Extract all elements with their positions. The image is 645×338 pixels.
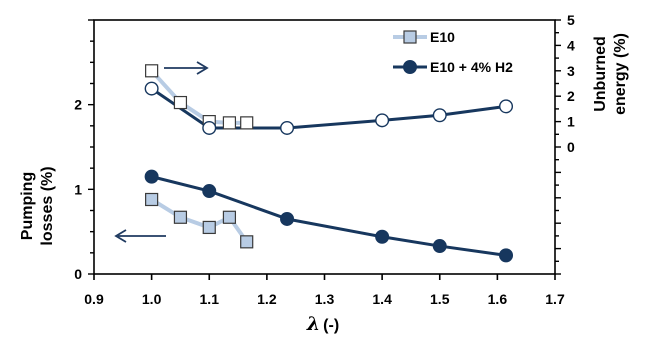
data-point-circle xyxy=(280,120,295,135)
data-point-circle xyxy=(144,81,159,96)
x-tick-label: 1.6 xyxy=(488,291,508,307)
x-axis-title-symbol: λ xyxy=(306,313,320,335)
y-right-tick-label: 0 xyxy=(567,139,575,155)
arrow-right-icon-head xyxy=(196,61,209,75)
x-axis-title: λ (-) xyxy=(306,313,339,335)
data-point-circle xyxy=(432,239,447,254)
data-point-circle xyxy=(499,248,514,263)
x-tick-label: 1.1 xyxy=(200,291,220,307)
x-tick-label: 1.0 xyxy=(142,291,162,307)
legend-marker-e10-h2 xyxy=(403,60,418,75)
data-point-square xyxy=(145,64,159,78)
data-point-circle xyxy=(375,229,390,244)
legend-marker-e10 xyxy=(403,30,417,44)
legend-label-e10-h2: E10 + 4% H2 xyxy=(430,59,513,75)
y-right-axis-title-line: energy (%) xyxy=(612,33,629,115)
y-right-tick-label: 5 xyxy=(567,12,575,28)
data-point-circle xyxy=(202,184,217,199)
x-tick-label: 1.7 xyxy=(545,291,565,307)
data-point-square xyxy=(173,210,188,224)
data-point-circle xyxy=(375,113,390,128)
data-point-circle xyxy=(280,211,295,226)
data-point-square xyxy=(222,116,237,130)
y-left-tick-label: 1 xyxy=(74,181,82,197)
x-axis-title-unit: (-) xyxy=(323,317,339,334)
y-left-axis-title: Pumping losses (%) xyxy=(19,166,56,245)
data-point-circle xyxy=(202,120,217,135)
series-line-pumping-losses-e10-h2 xyxy=(151,175,507,257)
data-point-square xyxy=(202,220,216,235)
y-right-axis-title: Unburned energy (%) xyxy=(592,33,629,115)
data-point-square xyxy=(240,235,254,249)
data-point-square xyxy=(173,95,188,110)
series-line-unburned-energy-e10-h2 xyxy=(150,87,507,130)
x-tick-label: 0.9 xyxy=(84,291,104,307)
x-tick-label: 1.4 xyxy=(372,291,392,307)
legend-label-e10: E10 xyxy=(430,29,455,45)
x-tick-label: 1.2 xyxy=(257,291,277,307)
x-tick-label: 1.5 xyxy=(430,291,450,307)
data-point-circle xyxy=(432,108,447,123)
data-point-circle xyxy=(144,169,159,184)
y-right-tick-label: 2 xyxy=(567,88,575,104)
y-left-axis-title-line: losses (%) xyxy=(39,166,56,245)
data-point-square xyxy=(240,116,254,130)
data-point-square xyxy=(222,210,237,224)
y-left-tick-label: 0 xyxy=(74,266,82,282)
y-left-tick-label: 2 xyxy=(74,97,82,113)
y-right-tick-label: 4 xyxy=(567,37,575,53)
y-right-axis-title-line: Unburned xyxy=(592,36,609,112)
y-left-axis-title-line: Pumping xyxy=(19,172,36,240)
y-right-tick-label: 1 xyxy=(567,114,575,130)
data-point-square xyxy=(145,192,159,207)
arrow-left-icon-head xyxy=(114,229,127,243)
y-right-tick-label: 3 xyxy=(567,63,575,79)
x-tick-label: 1.3 xyxy=(315,291,335,307)
data-point-circle xyxy=(499,99,514,114)
